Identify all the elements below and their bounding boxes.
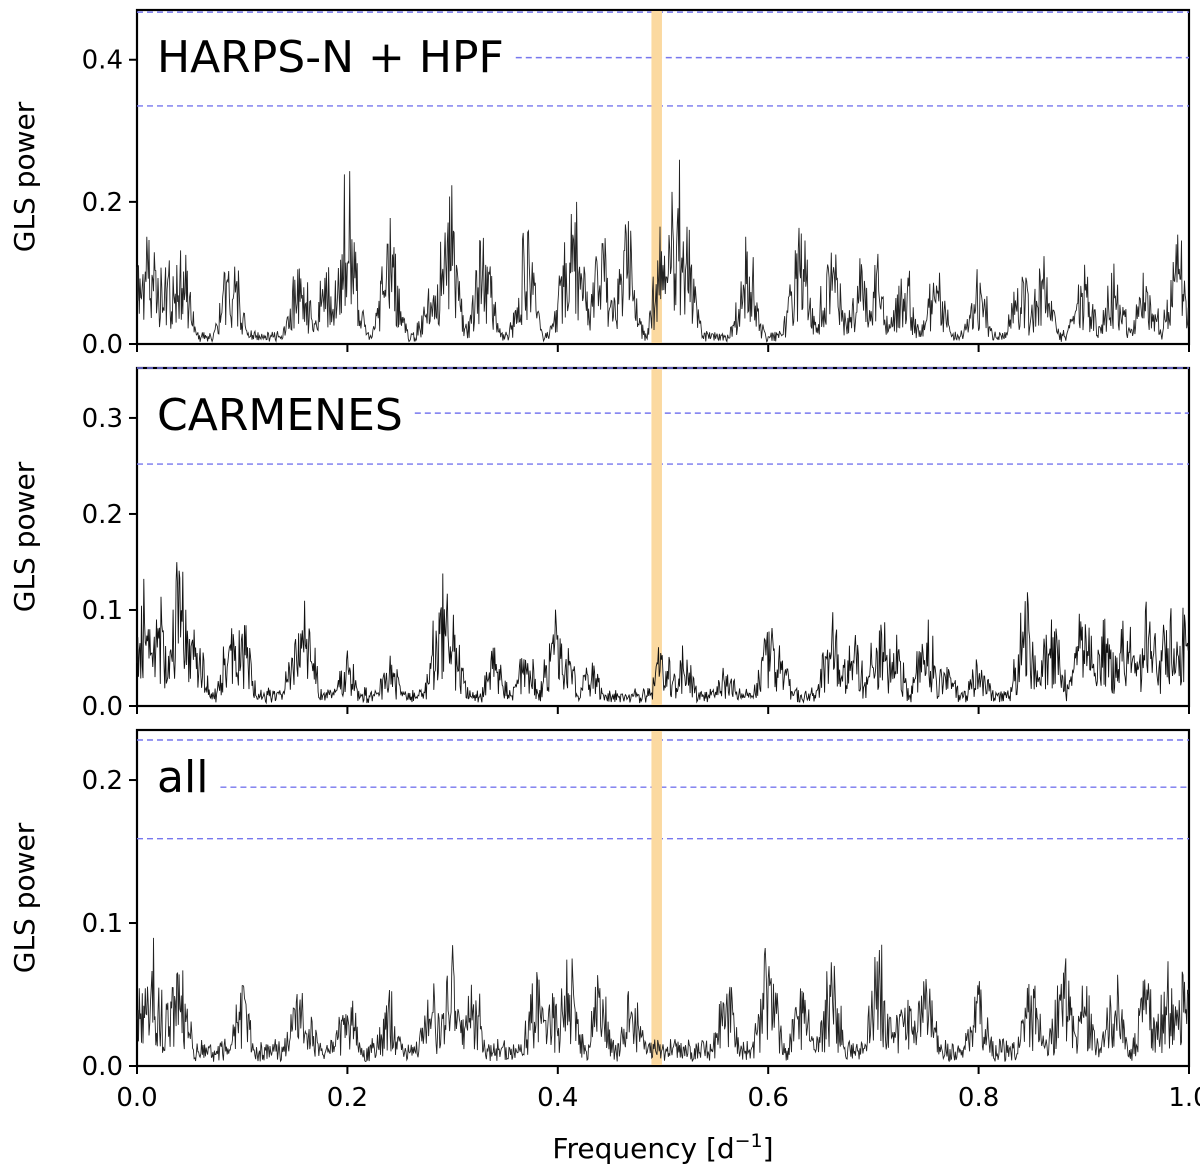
- panel-frame: [135, 8, 1191, 346]
- y-tick-label-2: 0.2: [82, 500, 123, 530]
- x-axis-label-superscript: −1: [735, 1130, 763, 1152]
- panel-all: all GLS power 0.0 0.1 0.2 0.0 0.2 0.4 0.…: [8, 728, 1200, 1165]
- x-tick-label-1: 0.2: [327, 1083, 368, 1113]
- panel-harps-hpf: HARPS-N + HPF GLS power 0.0 0.2 0.4: [8, 8, 1191, 360]
- panel-label: HARPS-N + HPF: [157, 32, 504, 83]
- highlight-band: [651, 369, 662, 705]
- y-tick-label-0: 0.0: [82, 330, 123, 360]
- panel-label: CARMENES: [157, 390, 403, 441]
- y-tick-label-1: 0.1: [82, 909, 123, 939]
- y-axis-label: GLS power: [8, 461, 41, 612]
- y-tick-label-1: 0.2: [82, 188, 123, 218]
- y-tick-label-3: 0.3: [82, 404, 123, 434]
- y-axis-label: GLS power: [8, 101, 41, 252]
- series-line: [136, 937, 1190, 1063]
- series-line: [136, 159, 1190, 343]
- x-tick-label-5: 1.0: [1168, 1083, 1200, 1113]
- x-axis-label: Frequency [d−1]: [552, 1130, 773, 1165]
- series-line: [136, 562, 1190, 705]
- x-tick-label-0: 0.0: [116, 1083, 157, 1113]
- x-tick-label-3: 0.6: [748, 1083, 789, 1113]
- y-tick-label-2: 0.2: [82, 766, 123, 796]
- panel-frame: [135, 728, 1191, 1068]
- x-tick-label-2: 0.4: [537, 1083, 578, 1113]
- panel-carmenes: CARMENES GLS power 0.0 0.1 0.2 0.3: [8, 366, 1191, 722]
- y-axis-label: GLS power: [8, 822, 41, 973]
- x-axis-label-main: Frequency [d: [552, 1132, 734, 1165]
- y-tick-label-0: 0.0: [82, 692, 123, 722]
- highlight-band: [651, 731, 662, 1065]
- y-tick-label-1: 0.1: [82, 596, 123, 626]
- y-tick-label-2: 0.4: [82, 46, 123, 76]
- x-tick-label-4: 0.8: [958, 1083, 999, 1113]
- y-tick-label-0: 0.0: [82, 1052, 123, 1082]
- highlight-band: [651, 11, 662, 343]
- panel-label: all: [157, 752, 208, 803]
- x-axis-label-suffix: ]: [763, 1132, 774, 1165]
